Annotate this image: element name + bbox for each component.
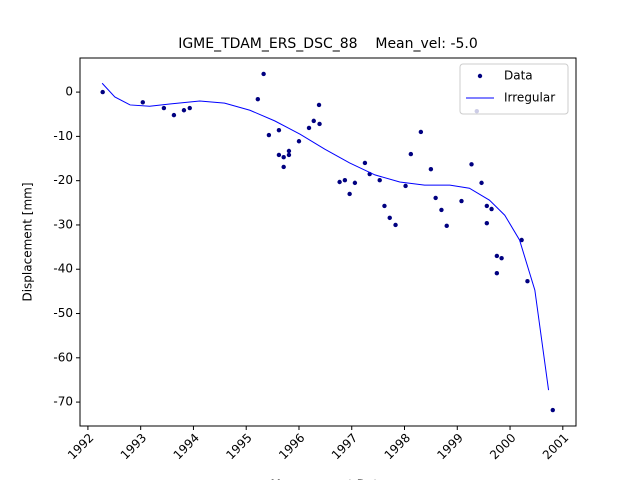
data-point — [347, 191, 352, 197]
data-point — [519, 237, 524, 243]
data-point — [187, 105, 192, 111]
data-point — [311, 118, 316, 124]
x-axis-label: Measurement Date — [271, 478, 386, 480]
data-point — [479, 180, 484, 186]
data-point — [428, 166, 434, 172]
data-point — [494, 271, 500, 276]
data-point — [281, 154, 286, 160]
data-point — [499, 255, 504, 261]
data-point — [387, 215, 392, 221]
chart-title: IGME_TDAM_ERS_DSC_88 Mean_vel: -5.0 — [178, 36, 478, 52]
legend: Data Irregular — [459, 63, 569, 115]
y-tick-label: -70 — [53, 395, 73, 409]
y-axis-label: Displacement [mm] — [21, 182, 35, 301]
data-point — [489, 206, 494, 212]
y-tick-label: -20 — [53, 173, 73, 187]
data-point — [444, 223, 449, 229]
data-point — [418, 129, 424, 135]
data-point — [550, 407, 555, 413]
y-tick-label: -30 — [53, 217, 73, 231]
data-point — [459, 198, 464, 204]
fit-line — [101, 82, 550, 391]
plot-area — [100, 71, 555, 413]
data-point — [255, 96, 261, 102]
y-tick-label: -50 — [53, 306, 73, 320]
y-tick-label: -10 — [53, 129, 73, 143]
data-point — [403, 183, 408, 189]
data-point — [306, 125, 312, 131]
data-point — [484, 220, 490, 226]
data-point — [393, 222, 398, 228]
data-point — [469, 162, 474, 167]
data-point — [525, 278, 530, 284]
data-point — [382, 203, 387, 209]
legend-box — [459, 63, 569, 115]
data-point — [171, 112, 177, 118]
data-point — [494, 253, 500, 259]
y-tick-label: 0 — [65, 85, 73, 99]
legend-label: Irregular — [504, 91, 555, 105]
legend-marker — [477, 73, 483, 79]
data-point — [317, 121, 322, 127]
data-point — [342, 178, 348, 183]
data-point — [261, 71, 266, 77]
data-point — [286, 148, 292, 154]
data-point — [100, 89, 105, 95]
data-point — [296, 139, 302, 144]
data-point — [337, 179, 342, 185]
data-point — [408, 151, 414, 157]
data-point — [276, 127, 282, 133]
data-point — [362, 160, 368, 166]
data-point — [316, 102, 322, 108]
data-point — [377, 178, 382, 183]
data-point — [352, 180, 358, 186]
y-tick-label: -60 — [53, 350, 73, 364]
data-point — [276, 152, 282, 158]
data-point — [433, 195, 438, 201]
data-point — [439, 207, 444, 213]
data-point — [266, 132, 272, 138]
legend-label: Data — [504, 69, 533, 83]
y-tick-label: -40 — [53, 262, 73, 276]
data-point — [140, 100, 145, 105]
axes-frame — [79, 57, 577, 427]
data-point — [281, 164, 286, 170]
data-point — [286, 152, 292, 158]
data-point — [181, 108, 187, 113]
data-point — [484, 203, 490, 209]
data-point — [161, 105, 167, 111]
